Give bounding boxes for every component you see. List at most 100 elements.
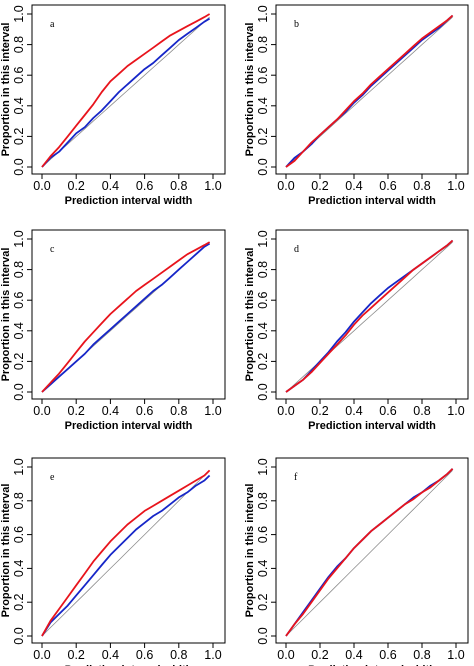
x-tick-label: 0.2: [68, 648, 85, 662]
y-tick-label: 0.8: [12, 36, 26, 53]
x-tick-label: 0.6: [379, 179, 396, 193]
plot-frame: [31, 457, 226, 644]
y-tick-label: 1.0: [256, 458, 270, 475]
y-tick-label: 0.8: [256, 492, 270, 509]
x-tick-label: 1.0: [204, 648, 221, 662]
y-tick-label: 0.4: [256, 322, 270, 339]
y-tick-label: 1.0: [256, 5, 270, 22]
y-tick-label: 0.4: [12, 560, 26, 577]
y-tick-label: 0.2: [256, 593, 270, 610]
x-tick-label: 1.0: [204, 179, 221, 193]
panel-label: e: [50, 472, 55, 483]
red-series-line: [41, 13, 211, 168]
y-tick-label: 0.4: [12, 97, 26, 114]
y-tick-label: 0.6: [256, 66, 270, 83]
y-tick-label: 0.2: [12, 353, 26, 370]
x-tick-label: 0.6: [136, 404, 153, 418]
y-axis-title: Proportion in this interval: [244, 248, 256, 382]
diagonal-reference-line: [285, 241, 453, 393]
plot-frame: [275, 4, 469, 175]
x-tick-label: 0.6: [136, 179, 153, 193]
x-axis-title: Prediction interval width: [65, 420, 193, 432]
x-axis-title: Prediction interval width: [308, 664, 436, 666]
x-tick-label: 0.6: [379, 404, 396, 418]
x-axis-title: Prediction interval width: [308, 195, 436, 207]
red-series-line: [41, 241, 211, 393]
y-tick-label: 0.4: [12, 322, 26, 339]
plot-frame: [275, 229, 469, 400]
x-tick-label: 0.2: [311, 179, 328, 193]
panel-label: b: [294, 19, 299, 30]
y-tick-label: 0.6: [256, 526, 270, 543]
x-tick-label: 0.4: [345, 404, 362, 418]
chart-panel-e: e 0.0 0.2 0.4 0.6 0.8 1.0 0.0 0.2 0.4 0.6 0.8 1.0 Pre…: [0, 457, 226, 666]
y-axis-title: Proportion in this interval: [0, 23, 12, 157]
diagonal-reference-line: [285, 470, 453, 637]
y-tick-label: 1.0: [12, 5, 26, 22]
diagonal-reference-line: [41, 470, 210, 637]
x-tick-label: 0.8: [170, 404, 187, 418]
plot-frame: [275, 457, 469, 644]
y-tick-label: 0.0: [12, 627, 26, 644]
y-axis-title: Proportion in this interval: [244, 23, 256, 157]
chart-panel-d: d 0.0 0.2 0.4 0.6 0.8 1.0 0.0 0.2 0.4 0.6 0.8 1.0 Pre…: [244, 229, 469, 432]
blue-series-line: [41, 242, 211, 393]
y-tick-label: 0.6: [12, 526, 26, 543]
red-series-line: [285, 14, 454, 168]
red-series-line: [285, 239, 454, 393]
y-tick-label: 0.2: [12, 593, 26, 610]
x-axis-title: Prediction interval width: [308, 420, 436, 432]
chart-panel-a: a 0.0 0.2 0.4 0.6 0.8 1.0 0.0 0.2 0.4 0.6 0.8 1.0 Pre…: [0, 4, 226, 207]
y-axis-title: Proportion in this interval: [244, 484, 256, 618]
x-tick-label: 0.0: [33, 179, 50, 193]
y-axis-title: Proportion in this interval: [0, 484, 12, 618]
red-series-line: [285, 468, 454, 637]
y-tick-label: 0.6: [12, 291, 26, 308]
x-tick-label: 0.2: [311, 404, 328, 418]
chart-panel-b: b 0.0 0.2 0.4 0.6 0.8 1.0 0.0 0.2 0.4 0.6 0.8 1.0 Pre…: [244, 4, 469, 207]
panel-label: a: [50, 19, 55, 30]
panel-label: c: [50, 244, 55, 255]
y-tick-label: 0.2: [12, 128, 26, 145]
blue-series-line: [41, 17, 211, 168]
y-tick-label: 0.0: [256, 627, 270, 644]
chart-panel-f: f 0.0 0.2 0.4 0.6 0.8 1.0 0.0 0.2 0.4 0.6 0.8 1.0 Pre…: [244, 457, 469, 666]
y-tick-label: 0.6: [256, 291, 270, 308]
x-tick-label: 0.0: [277, 648, 294, 662]
y-axis-title: Proportion in this interval: [0, 248, 12, 382]
y-tick-label: 0.8: [12, 492, 26, 509]
y-tick-label: 0.0: [12, 158, 26, 175]
x-tick-label: 1.0: [204, 404, 221, 418]
y-tick-label: 0.2: [256, 353, 270, 370]
y-tick-label: 0.0: [12, 383, 26, 400]
x-tick-label: 0.2: [68, 404, 85, 418]
x-tick-label: 0.6: [379, 648, 396, 662]
y-tick-label: 0.4: [256, 97, 270, 114]
y-tick-label: 0.8: [12, 261, 26, 278]
chart-panel-c: c 0.0 0.2 0.4 0.6 0.8 1.0 0.0 0.2 0.4 0.6 0.8 1.0 Pre…: [0, 229, 226, 432]
red-series-line: [41, 469, 211, 637]
blue-series-line: [41, 474, 211, 637]
x-tick-label: 0.0: [277, 404, 294, 418]
x-tick-label: 0.2: [68, 179, 85, 193]
x-tick-label: 0.8: [170, 179, 187, 193]
x-tick-label: 0.0: [277, 179, 294, 193]
x-tick-label: 1.0: [447, 179, 464, 193]
panel-label: f: [294, 472, 298, 483]
y-tick-label: 0.8: [256, 261, 270, 278]
y-tick-label: 0.0: [256, 158, 270, 175]
y-tick-label: 1.0: [12, 458, 26, 475]
x-tick-label: 0.4: [345, 179, 362, 193]
x-tick-label: 1.0: [447, 404, 464, 418]
x-tick-label: 0.4: [102, 404, 119, 418]
y-tick-label: 0.4: [256, 560, 270, 577]
x-axis-title: Prediction interval width: [65, 664, 193, 666]
y-tick-label: 1.0: [256, 230, 270, 247]
x-tick-label: 1.0: [447, 648, 464, 662]
plot-frame: [31, 4, 226, 175]
x-tick-label: 0.8: [413, 179, 430, 193]
x-tick-label: 0.6: [136, 648, 153, 662]
x-tick-label: 0.4: [102, 648, 119, 662]
y-tick-label: 1.0: [12, 230, 26, 247]
